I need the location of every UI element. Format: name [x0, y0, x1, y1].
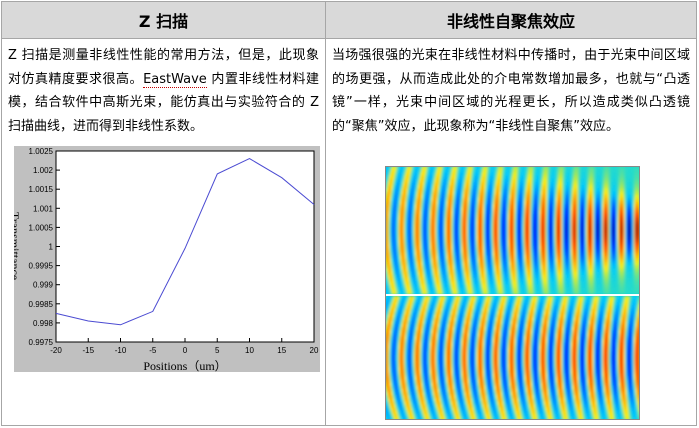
x-tick-label: 0 — [183, 346, 188, 355]
self-focusing-column: 非线性自聚焦效应 当场强很强的光束在非线性材料中传播时，由于光束中间区域的场更强… — [326, 2, 696, 425]
z-scan-column: Z 扫描 Z 扫描是测量非线性性能的常用方法，但是，此现象对仿真精度要求很高。E… — [2, 2, 326, 425]
y-tick-label: 1.0025 — [29, 147, 54, 156]
z-scan-text-2: 内置非线性材料建模，结合软件中高斯光束，能仿真出与实验符合的 Z 扫描曲线，进而… — [8, 71, 319, 134]
x-tick-label: -10 — [115, 346, 127, 355]
field-panel-bottom — [385, 296, 640, 420]
x-tick-label: -5 — [149, 346, 157, 355]
x-tick-label: -20 — [50, 346, 62, 355]
y-axis: 0.9975 0.998 0.9985 0.999 0.9995 1 1.0005 1.001… — [29, 147, 60, 347]
y-tick-label: 1.0015 — [29, 185, 54, 194]
x-axis-label: Positions（um） — [143, 359, 226, 372]
y-tick-label: 0.9985 — [29, 300, 54, 309]
transmittance-line — [55, 158, 315, 326]
plot-area — [55, 150, 315, 343]
y-tick-label: 1.001 — [33, 204, 54, 213]
y-tick-label: 0.999 — [33, 281, 54, 290]
y-tick-label: 0.9975 — [29, 338, 54, 347]
x-tick-label: 15 — [277, 346, 286, 355]
x-tick-label: 20 — [310, 346, 319, 355]
self-focusing-description: 当场强很强的光束在非线性材料中传播时，由于光束中间区域的场更强，从而造成此处的介… — [332, 48, 690, 134]
x-tick-label: 10 — [245, 346, 254, 355]
y-tick-label: 0.998 — [33, 319, 54, 328]
y-tick-label: 1.0005 — [29, 223, 54, 232]
x-tick-label: 5 — [215, 346, 220, 355]
y-axis-label: Transmittance — [14, 212, 22, 280]
y-tick-label: 0.9995 — [29, 262, 54, 271]
z-scan-description: Z 扫描是测量非线性性能的常用方法，但是，此现象对仿真精度要求很高。EastWa… — [8, 44, 319, 138]
z-scan-chart-svg: 0.9975 0.998 0.9985 0.999 0.9995 1 1.0005 1.001… — [14, 147, 319, 372]
field-distribution-image — [385, 166, 640, 420]
z-scan-text-1: Z 扫描是测量非线性性能的常用方法，但是，此现象对仿真精度要求很高。 — [8, 48, 319, 87]
y-tick-label: 1 — [49, 243, 54, 252]
self-focusing-heading: 非线性自聚焦效应 — [326, 2, 696, 39]
field-panel-top — [385, 166, 640, 294]
eastwave-brand: EastWave — [143, 71, 207, 88]
z-scan-heading: Z 扫描 — [2, 2, 325, 39]
z-scan-chart: 0.9975 0.998 0.9985 0.999 0.9995 1 1.0005 1.001… — [14, 146, 320, 372]
x-axis: -20 -15 -10 -5 0 5 10 15 20 — [50, 338, 319, 355]
x-tick-label: -15 — [82, 346, 94, 355]
y-tick-label: 1.002 — [33, 166, 54, 175]
